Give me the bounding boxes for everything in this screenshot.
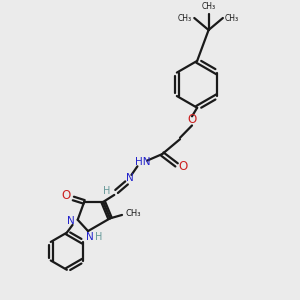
Text: O: O — [61, 189, 71, 202]
Text: CH₃: CH₃ — [225, 14, 239, 22]
Text: CH₃: CH₃ — [126, 209, 141, 218]
Text: O: O — [188, 113, 196, 126]
Text: O: O — [178, 160, 188, 173]
Text: HN: HN — [134, 157, 150, 167]
Text: H: H — [95, 232, 103, 242]
Text: H: H — [103, 187, 110, 196]
Text: N: N — [126, 173, 134, 183]
Text: N: N — [86, 232, 94, 242]
Text: CH₃: CH₃ — [178, 14, 192, 22]
Text: CH₃: CH₃ — [202, 2, 216, 11]
Text: N: N — [67, 216, 74, 226]
